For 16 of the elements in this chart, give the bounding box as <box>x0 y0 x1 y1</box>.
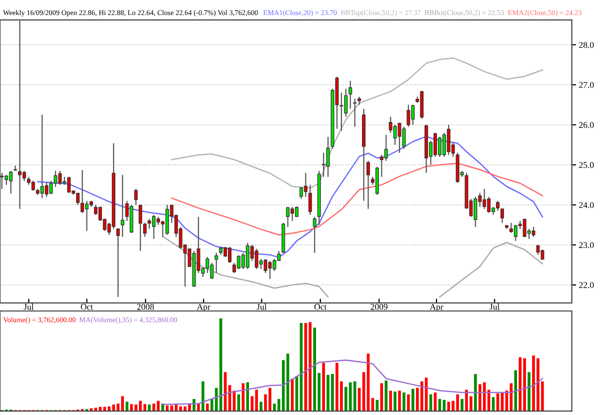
y-tick-label: 22.0 <box>579 282 594 288</box>
y-tick-label: 23.0 <box>579 242 594 248</box>
y-tick-label: 27.0 <box>579 82 594 88</box>
y-tick-label: 25.0 <box>579 162 594 168</box>
x-tick-label: Oct <box>314 304 327 310</box>
x-tick-label: Jul <box>256 304 267 310</box>
x-tick-label: 2009 <box>370 304 388 310</box>
y-tick-label: 26.0 <box>579 122 594 128</box>
y-tick-label: 28.0 <box>579 42 594 48</box>
x-tick-label: Jul <box>490 304 500 310</box>
x-tick-label: 2008 <box>137 304 154 310</box>
y-tick-label: 24.0 <box>579 202 594 208</box>
x-tick-label: Jul <box>24 304 34 310</box>
x-tick-label: Apr <box>430 304 444 312</box>
x-tick-label: Apr <box>196 304 210 312</box>
x-tick-label: Oct <box>80 304 94 310</box>
